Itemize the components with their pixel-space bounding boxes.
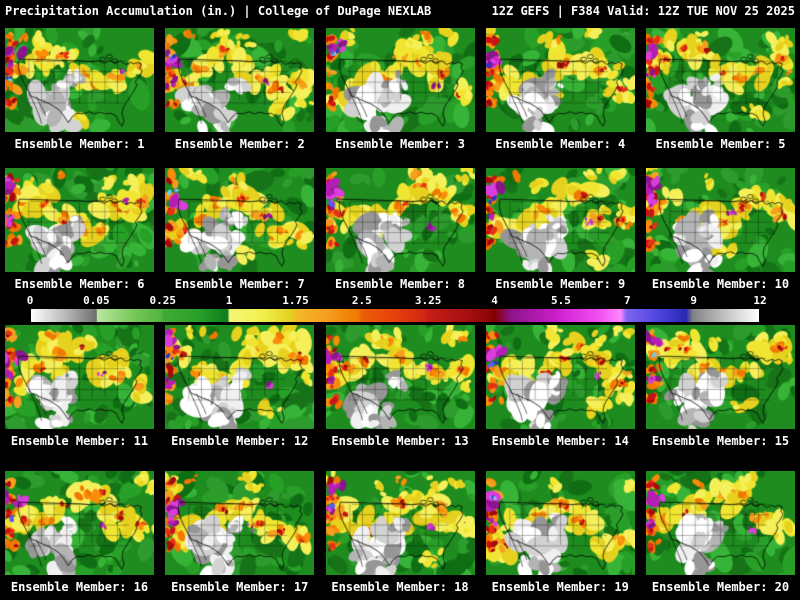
ensemble-member-label: Ensemble Member: 16 xyxy=(10,580,149,594)
precip-map-canvas xyxy=(646,325,795,429)
ensemble-panel-20: Ensemble Member: 20 xyxy=(646,471,795,595)
ensemble-member-label: Ensemble Member: 4 xyxy=(495,137,626,151)
ensemble-panel-18: Ensemble Member: 18 xyxy=(325,471,475,595)
colorbar-tick-7: 7 xyxy=(623,294,631,307)
ensemble-panel-4: Ensemble Member: 4 xyxy=(485,28,635,152)
ensemble-panel-12: Ensemble Member: 12 xyxy=(165,325,315,449)
precip-map-canvas xyxy=(165,28,315,132)
precip-map-canvas xyxy=(165,168,315,272)
ensemble-member-label: Ensemble Member: 12 xyxy=(171,434,309,448)
ensemble-member-label: Ensemble Member: 5 xyxy=(655,137,786,151)
ensemble-member-label: Ensemble Member: 13 xyxy=(331,434,469,448)
ensemble-member-label: Ensemble Member: 18 xyxy=(331,580,469,594)
precip-map-canvas xyxy=(165,471,315,575)
colorbar-gradient xyxy=(30,308,760,323)
colorbar-tick-9: 9 xyxy=(690,294,697,307)
ensemble-member-label: Ensemble Member: 1 xyxy=(14,137,145,151)
ensemble-member-label: Ensemble Member: 11 xyxy=(10,434,149,448)
ensemble-member-label: Ensemble Member: 9 xyxy=(495,277,626,291)
colorbar-tick-2.5: 2.5 xyxy=(351,294,372,307)
precip-map-canvas xyxy=(325,28,475,132)
ensemble-member-label: Ensemble Member: 10 xyxy=(651,277,790,291)
ensemble-member-label: Ensemble Member: 20 xyxy=(651,580,790,594)
ensemble-member-label: Ensemble Member: 19 xyxy=(491,580,629,594)
precip-map-canvas xyxy=(5,471,154,575)
ensemble-panel-17: Ensemble Member: 17 xyxy=(165,471,315,595)
precip-map-canvas xyxy=(5,325,154,429)
colorbar-tick-12: 12 xyxy=(753,294,767,307)
colorbar-tick-3.25: 3.25 xyxy=(414,294,442,307)
ensemble-panel-11: Ensemble Member: 11 xyxy=(5,325,154,449)
ensemble-member-label: Ensemble Member: 7 xyxy=(174,277,305,291)
colorbar-tick-1: 1 xyxy=(225,294,233,307)
precip-map-canvas xyxy=(325,471,475,575)
precip-map-canvas xyxy=(325,168,475,272)
product-title: Precipitation Accumulation (in.) | Colle… xyxy=(5,4,432,18)
ensemble-member-label: Ensemble Member: 8 xyxy=(334,277,466,291)
ensemble-panel-15: Ensemble Member: 15 xyxy=(646,325,795,449)
ensemble-panel-10: Ensemble Member: 10 xyxy=(646,168,795,292)
colorbar-tick-0.25: 0.25 xyxy=(149,294,176,307)
header-bar: Precipitation Accumulation (in.) | Colle… xyxy=(0,0,800,26)
colorbar-tick-labels: 0 0.05 0.25 1 1.75 2.5 3.25 4 5.5 7 9 12 xyxy=(26,294,767,307)
ensemble-panel-8: Ensemble Member: 8 xyxy=(325,168,475,292)
ensemble-member-label: Ensemble Member: 14 xyxy=(491,434,629,448)
precip-map-canvas xyxy=(485,168,635,272)
model-run-info: 12Z GEFS | F384 Valid: 12Z TUE NOV 25 20… xyxy=(491,4,795,18)
colorbar-tick-4: 4 xyxy=(491,294,498,307)
ensemble-row-2: Ensemble Member: 6 Ensemble Member: 7 Ense… xyxy=(0,168,800,292)
ensemble-panel-2: Ensemble Member: 2 xyxy=(165,28,315,152)
ensemble-row-4: Ensemble Member: 16 Ensemble Member: 17 En… xyxy=(0,471,800,595)
colorbar: 0 0.05 0.25 1 1.75 2.5 3.25 4 5.5 7 9 12 xyxy=(26,294,767,323)
ensemble-row-3: Ensemble Member: 11 Ensemble Member: 12 En… xyxy=(0,325,800,449)
precip-map-canvas xyxy=(325,325,475,429)
precip-map-canvas xyxy=(485,28,635,132)
precip-map-canvas xyxy=(485,471,635,575)
colorbar-tick-0.05: 0.05 xyxy=(83,294,110,307)
colorbar-tick-0: 0 xyxy=(26,294,34,307)
ensemble-member-label: Ensemble Member: 3 xyxy=(334,137,466,151)
ensemble-panel-9: Ensemble Member: 9 xyxy=(485,168,635,292)
precip-map-canvas xyxy=(165,325,315,429)
ensemble-member-label: Ensemble Member: 2 xyxy=(174,137,305,151)
precip-map-canvas xyxy=(485,325,635,429)
ensemble-panel-13: Ensemble Member: 13 xyxy=(325,325,475,449)
ensemble-member-label: Ensemble Member: 17 xyxy=(171,580,309,594)
ensemble-panel-5: Ensemble Member: 5 xyxy=(646,28,795,152)
ensemble-panel-6: Ensemble Member: 6 xyxy=(5,168,154,292)
precip-map-canvas xyxy=(646,471,795,575)
ensemble-panel-19: Ensemble Member: 19 xyxy=(485,471,635,595)
ensemble-panel-3: Ensemble Member: 3 xyxy=(325,28,475,152)
precip-map-canvas xyxy=(646,28,795,132)
ensemble-row-1: Ensemble Member: 1 Ensemble Member: 2 Ense… xyxy=(0,28,800,152)
ensemble-panel-7: Ensemble Member: 7 xyxy=(165,168,315,292)
ensemble-panel-1: Ensemble Member: 1 xyxy=(5,28,154,152)
ensemble-panel-14: Ensemble Member: 14 xyxy=(485,325,635,449)
colorbar-tick-1.75: 1.75 xyxy=(282,294,309,307)
ensemble-member-label: Ensemble Member: 15 xyxy=(651,434,790,448)
ensemble-panel-16: Ensemble Member: 16 xyxy=(5,471,154,595)
precip-map-canvas xyxy=(646,168,795,272)
precip-map-canvas xyxy=(5,28,154,132)
colorbar-tick-5.5: 5.5 xyxy=(550,294,571,307)
ensemble-member-label: Ensemble Member: 6 xyxy=(14,277,145,291)
precip-map-canvas xyxy=(5,168,154,272)
